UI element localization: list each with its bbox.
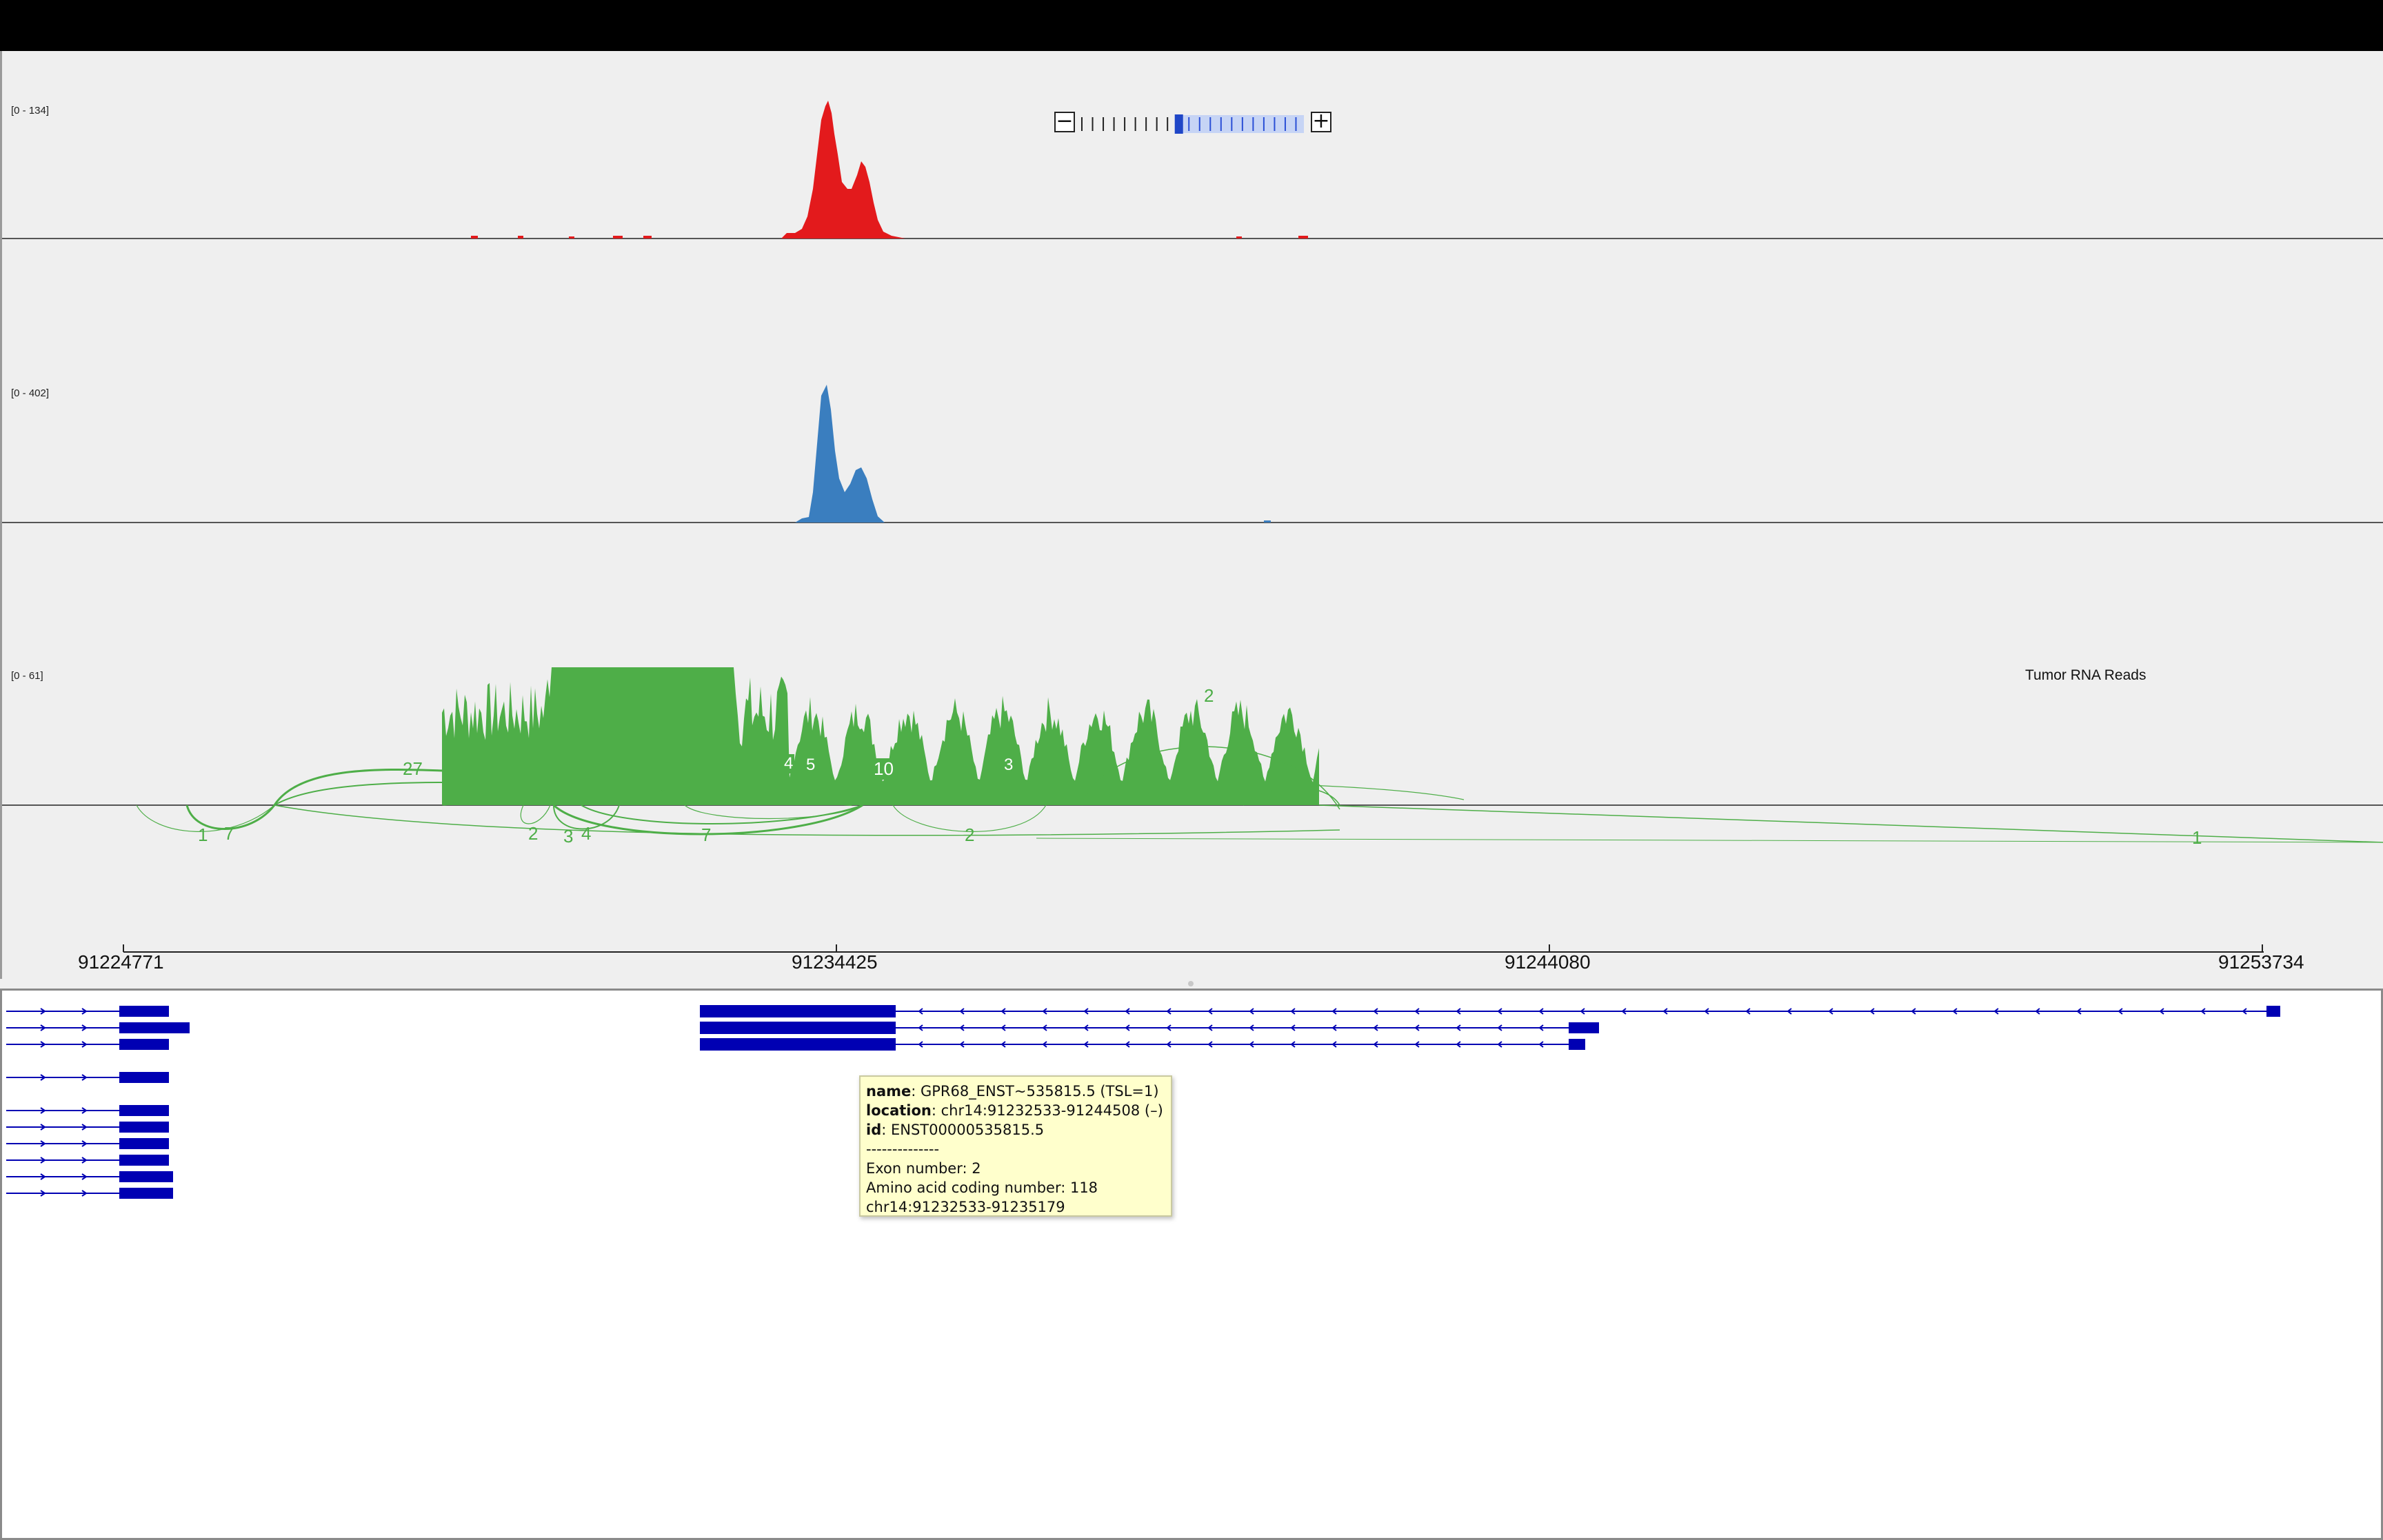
ruler-label: 91224771: [78, 951, 164, 973]
tracks-canvas: [2, 101, 2383, 953]
junction-arc: [136, 804, 275, 832]
transcript[interactable]: [700, 1005, 2280, 1017]
track1-speck: [613, 236, 623, 239]
tooltip-coords: chr14:91232533-91235179: [866, 1199, 1065, 1215]
junction-count-label: 7: [224, 823, 234, 844]
top-toolbar: [0, 0, 2383, 51]
panel-splitter[interactable]: [0, 979, 2383, 989]
tooltip-id-line: id: ENST00000535815.5: [866, 1120, 1165, 1139]
junction-count-label: 4: [783, 754, 795, 773]
transcript[interactable]: [6, 1105, 169, 1116]
transcript[interactable]: [6, 1072, 169, 1083]
junction-arc: [520, 804, 551, 824]
transcript[interactable]: [6, 1155, 169, 1166]
zoom-widget: − +: [1054, 111, 1333, 135]
transcript[interactable]: [6, 1022, 190, 1033]
junction-count-label: 1: [198, 824, 208, 845]
junction-arc: [1081, 746, 1340, 810]
zoom-out-button[interactable]: −: [1054, 111, 1075, 132]
track1-coverage: [471, 101, 1308, 239]
junction-count-label: 1: [2192, 827, 2202, 848]
junction-arc: [552, 804, 863, 835]
data-panel: [0 - 134] [0 - 402] [0 - 61] Tumor RNA R…: [0, 51, 2383, 979]
gene-track[interactable]: [2, 991, 2381, 1538]
transcript[interactable]: [6, 1138, 169, 1149]
junction-count-label: 2: [965, 824, 975, 845]
transcript[interactable]: [6, 1039, 169, 1050]
transcript[interactable]: [6, 1188, 173, 1199]
track2-range-label: [0 - 402]: [11, 387, 50, 399]
ruler-label: 91234425: [792, 951, 878, 973]
junction-count-label: 2: [528, 823, 539, 844]
junction-arc: [1036, 838, 2383, 843]
tooltip-amino: Amino acid coding number: 118: [866, 1179, 1098, 1196]
track1-range-label: [0 - 134]: [11, 105, 50, 116]
track2-speck: [1264, 520, 1271, 523]
gpr68-transcripts[interactable]: [700, 1005, 2280, 1051]
track1-speck: [1236, 236, 1242, 239]
transcript[interactable]: [6, 1006, 169, 1017]
junction-arc: [274, 782, 852, 806]
track3-name: Tumor RNA Reads: [2025, 667, 2146, 683]
transcript[interactable]: [700, 1038, 1585, 1051]
junction-count-label: 10: [872, 758, 895, 780]
junction-arc: [892, 804, 1047, 832]
tooltip-name-key: name: [866, 1083, 912, 1100]
transcripts-left: [6, 1006, 190, 1199]
zoom-thumb[interactable]: [1174, 114, 1183, 134]
track1-peak: [781, 101, 905, 239]
tooltip-location-line: location: chr14:91232533-91244508 (–): [866, 1101, 1165, 1120]
tooltip-id-key: id: [866, 1122, 882, 1138]
feature-tooltip: name: GPR68_ENST~535815.5 (TSL=1) locati…: [859, 1075, 1172, 1217]
feature-panel: name: GPR68_ENST~535815.5 (TSL=1) locati…: [0, 989, 2383, 1540]
junction-arc: [273, 768, 444, 806]
junction-count-label: 2: [1204, 685, 1214, 706]
zoom-slider[interactable]: [1079, 112, 1307, 135]
junction-arc: [684, 804, 863, 820]
transcript[interactable]: [700, 1022, 1599, 1034]
zoom-track-highlight: [1175, 115, 1304, 133]
tooltip-name-line: name: GPR68_ENST~535815.5 (TSL=1): [866, 1082, 1165, 1101]
ruler-label: 91244080: [1505, 951, 1591, 973]
junction-arc: [553, 804, 620, 830]
junction-arc: [185, 804, 276, 830]
ruler-label: 91253734: [2218, 951, 2304, 973]
tooltip-exon: Exon number: 2: [866, 1160, 981, 1177]
zoom-in-button[interactable]: +: [1311, 111, 1331, 132]
track1-speck: [518, 236, 523, 239]
tooltip-name-value: : GPR68_ENST~535815.5 (TSL=1): [911, 1083, 1159, 1100]
junction-arc: [443, 780, 1465, 806]
track1-speck: [471, 236, 478, 239]
tooltip-location-value: : chr14:91232533-91244508 (–): [931, 1102, 1163, 1119]
junction-count-label: 5: [805, 756, 817, 775]
junction-count-label: 3: [563, 826, 574, 847]
tooltip-separator: --------------: [866, 1141, 940, 1157]
track3-histogram: [442, 667, 1319, 805]
ruler: [123, 944, 2264, 953]
junction-count-label: 3: [1003, 756, 1015, 775]
track1-speck: [569, 236, 574, 239]
junction-count-label: 27: [403, 758, 423, 779]
transcript[interactable]: [6, 1171, 173, 1182]
junction-arc: [1243, 787, 1340, 806]
junction-count-label: 7: [701, 824, 712, 845]
track2-peak: [795, 385, 885, 523]
track1-speck: [1298, 236, 1308, 239]
junction-arc: [581, 804, 863, 824]
track1-speck: [643, 236, 652, 239]
track3-range-label: [0 - 61]: [11, 670, 43, 682]
track3-coverage: [442, 667, 1319, 805]
splitter-handle[interactable]: [1188, 981, 1194, 986]
tooltip-id-value: : ENST00000535815.5: [881, 1122, 1045, 1138]
junction-arc: [1318, 804, 2383, 843]
tooltip-location-key: location: [866, 1102, 932, 1119]
transcript[interactable]: [6, 1122, 169, 1133]
junction-count-label: 4: [581, 823, 592, 844]
track2-coverage: [795, 385, 1271, 523]
junction-arc: [274, 804, 1340, 836]
